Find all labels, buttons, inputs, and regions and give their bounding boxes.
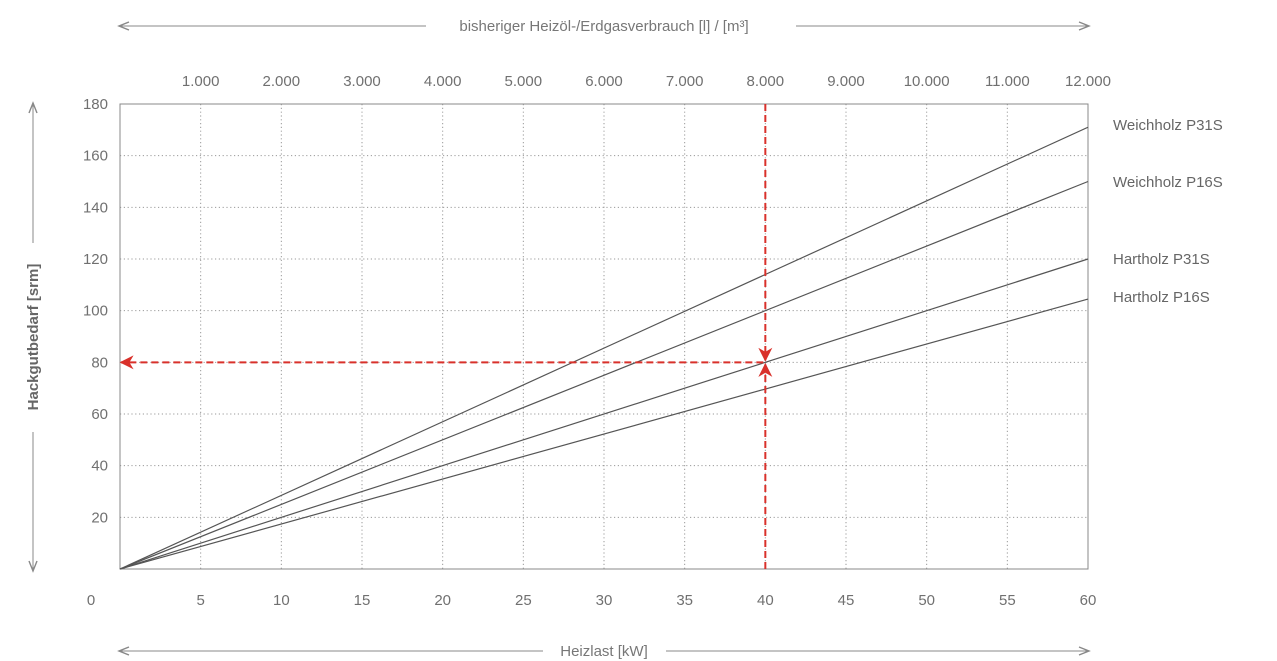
x2-tick-label: 4.000 [424,73,462,90]
x2-tick-label: 10.000 [904,73,950,90]
series-label: Hartholz P31S [1113,251,1210,268]
x2-tick-label: 2.000 [263,73,301,90]
x-tick-label: 60 [1080,592,1097,609]
grid [120,104,1088,569]
x-tick-label: 0 [87,592,95,609]
y-tick-label: 80 [91,354,108,371]
x-tick-label: 10 [273,592,290,609]
series-labels: Weichholz P31S Weichholz P16S Hartholz P31… [1113,117,1223,306]
x2-tick-label: 6.000 [585,73,623,90]
y-tick-label: 40 [91,458,108,475]
x-tick-label: 35 [676,592,693,609]
y-tick-label: 20 [91,509,108,526]
x-tick-labels: 0 5 10 15 20 25 30 35 40 45 50 55 60 [87,592,1097,609]
x-tick-label: 15 [354,592,371,609]
y-tick-label: 60 [91,406,108,423]
y-tick-label: 160 [83,148,108,165]
series-label: Weichholz P16S [1113,174,1223,191]
x2-tick-labels: 1.000 2.000 3.000 4.000 5.000 6.000 7.000 8.000… [182,73,1111,90]
x2-tick-label: 8.000 [747,73,785,90]
y-tick-labels: 20 40 60 80 100 120 140 160 180 [83,96,108,526]
y-tick-label: 180 [83,96,108,113]
plot-frame [119,103,1089,570]
x2-axis-title: bisheriger Heizöl-/Erdgasverbrauch [l] /… [459,18,748,35]
y-axis-title: Hackgutbedarf [srm] [25,264,42,411]
x-tick-label: 25 [515,592,532,609]
series-line [119,126,1089,570]
x2-tick-label: 1.000 [182,73,220,90]
x-tick-label: 30 [596,592,613,609]
x2-tick-label: 12.000 [1065,73,1111,90]
x-tick-label: 40 [757,592,774,609]
x-tick-label: 45 [838,592,855,609]
x2-tick-label: 5.000 [505,73,543,90]
x-tick-label: 20 [434,592,451,609]
x2-tick-label: 3.000 [343,73,381,90]
x2-tick-label: 11.000 [985,73,1030,90]
series-layer [119,126,1089,570]
x-tick-label: 55 [999,592,1016,609]
x-tick-label: 5 [196,592,204,609]
x2-tick-label: 7.000 [666,73,704,90]
series-line [119,258,1089,570]
series-line [119,298,1089,570]
series-line [119,180,1089,570]
x-axis-title: Heizlast [kW] [560,643,648,660]
x2-tick-label: 9.000 [827,73,865,90]
x-tick-label: 50 [918,592,935,609]
series-label: Weichholz P31S [1113,117,1223,134]
y-tick-label: 120 [83,251,108,268]
y-tick-label: 140 [83,199,108,216]
series-label: Hartholz P16S [1113,289,1210,306]
example-layer [119,104,773,569]
y-tick-label: 100 [83,303,108,320]
